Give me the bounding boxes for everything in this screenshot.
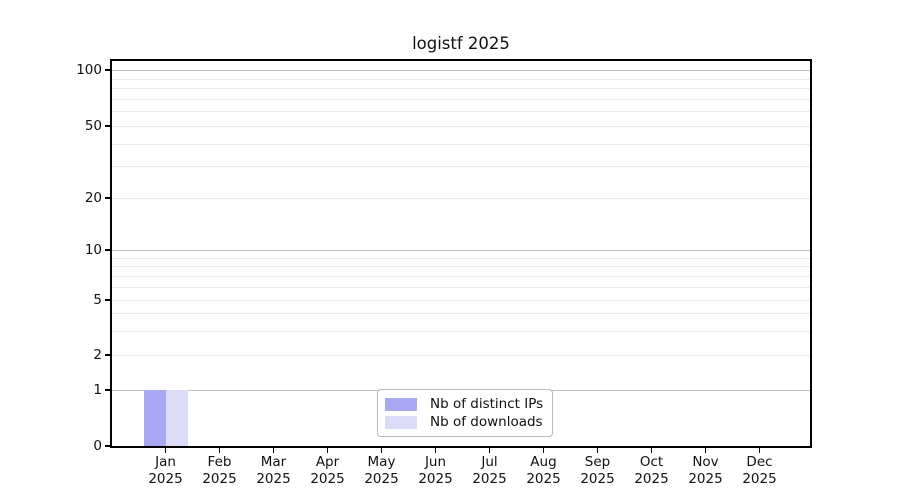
y-gridline-minor <box>112 266 810 268</box>
x-tick-mark <box>488 448 491 453</box>
legend-item-downloads: Nb of downloads <box>385 413 544 431</box>
x-tick-mark <box>542 448 545 453</box>
x-tick-mark <box>164 448 167 453</box>
x-tick-mark <box>326 448 329 453</box>
legend: Nb of distinct IPs Nb of downloads <box>377 389 553 437</box>
y-tick-label: 2 <box>93 347 102 363</box>
y-tick-mark <box>105 354 110 356</box>
legend-swatch-downloads <box>385 415 417 429</box>
x-tick-label: Aug 2025 <box>526 454 561 487</box>
y-gridline-minor <box>112 111 810 113</box>
y-tick-label: 50 <box>84 118 102 134</box>
y-gridline-minor <box>112 257 810 259</box>
x-tick-label: Jan 2025 <box>148 454 183 487</box>
y-gridline <box>112 250 810 251</box>
y-gridline <box>112 300 810 301</box>
x-tick-mark <box>218 448 221 453</box>
x-tick-label: May 2025 <box>364 454 399 487</box>
y-tick-mark <box>105 125 110 127</box>
legend-label-distinct-ips: Nb of distinct IPs <box>430 396 544 412</box>
x-tick-label: Oct 2025 <box>634 454 669 487</box>
x-tick-label: Jul 2025 <box>472 454 507 487</box>
x-tick-label: Dec 2025 <box>742 454 777 487</box>
y-gridline <box>112 198 810 199</box>
plot-area <box>112 61 810 446</box>
y-tick-label: 10 <box>84 242 102 258</box>
y-tick-label: 100 <box>76 62 102 78</box>
x-tick-mark <box>596 448 599 453</box>
x-tick-label: Apr 2025 <box>310 454 345 487</box>
y-gridline <box>112 70 810 71</box>
y-tick-mark <box>105 197 110 199</box>
x-tick-mark <box>650 448 653 453</box>
y-tick-label: 20 <box>84 190 102 206</box>
y-tick-mark <box>105 249 110 251</box>
legend-item-distinct-ips: Nb of distinct IPs <box>385 395 544 413</box>
y-tick-label: 5 <box>93 292 102 308</box>
y-gridline-minor <box>112 78 810 80</box>
y-tick-mark <box>105 445 110 447</box>
y-gridline-minor <box>112 275 810 277</box>
bar-distinct-ips <box>143 390 166 446</box>
x-tick-label: Nov 2025 <box>688 454 723 487</box>
x-tick-label: Feb 2025 <box>202 454 237 487</box>
chart-title: logistf 2025 <box>412 34 510 53</box>
x-tick-label: Mar 2025 <box>256 454 291 487</box>
legend-label-downloads: Nb of downloads <box>430 414 543 430</box>
y-gridline <box>112 126 810 127</box>
y-gridline-minor <box>112 88 810 90</box>
y-gridline-minor <box>112 286 810 288</box>
legend-swatch-distinct-ips <box>385 397 417 411</box>
y-gridline-minor <box>112 330 810 332</box>
y-gridline-minor <box>112 313 810 315</box>
x-tick-mark <box>434 448 437 453</box>
x-tick-mark <box>380 448 383 453</box>
x-tick-mark <box>704 448 707 453</box>
x-tick-mark <box>272 448 275 453</box>
y-tick-mark <box>105 299 110 301</box>
y-gridline-minor <box>112 143 810 145</box>
bar-downloads <box>165 390 188 446</box>
y-gridline <box>112 355 810 356</box>
x-tick-label: Jun 2025 <box>418 454 453 487</box>
y-tick-label: 0 <box>93 438 102 454</box>
x-tick-mark <box>758 448 761 453</box>
y-gridline-minor <box>112 98 810 100</box>
y-tick-mark <box>105 389 110 391</box>
x-tick-label: Sep 2025 <box>580 454 615 487</box>
y-gridline-minor <box>112 166 810 168</box>
y-tick-label: 1 <box>93 382 102 398</box>
y-tick-mark <box>105 69 110 71</box>
